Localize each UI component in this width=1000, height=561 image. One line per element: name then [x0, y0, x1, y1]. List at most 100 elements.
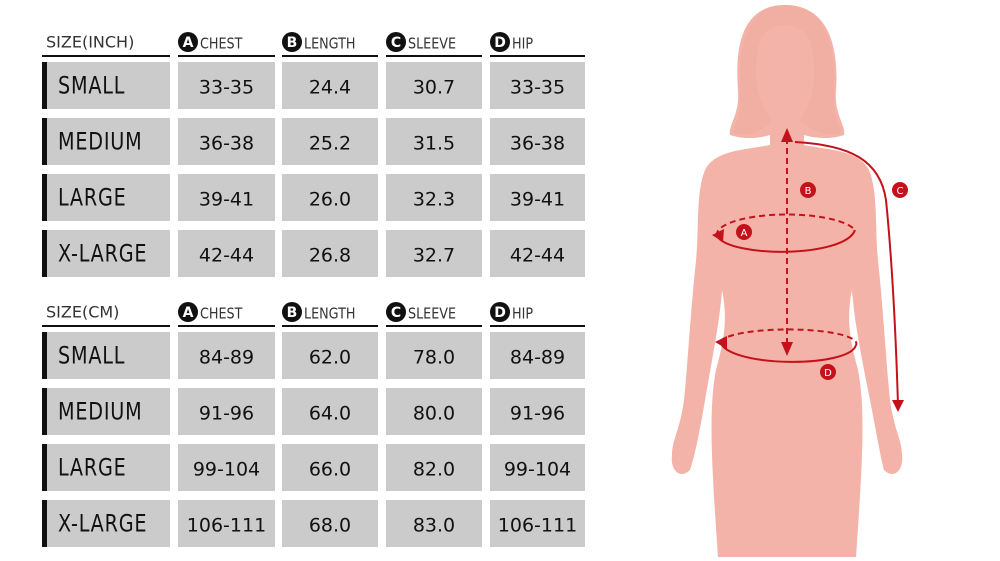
cell: [386, 332, 482, 379]
measurement: 66.0: [309, 459, 351, 481]
cell: [386, 62, 482, 109]
hair: [732, 5, 842, 135]
cell: [386, 500, 482, 547]
row-marker: [42, 174, 47, 221]
size-name: SMALL: [58, 343, 125, 371]
cell: [490, 62, 585, 109]
measurement: 83.0: [413, 515, 455, 537]
measure-label: D: [824, 368, 832, 379]
size-unit: SIZE(CM): [46, 303, 119, 322]
column-name: LENGTH: [304, 305, 355, 322]
column-letter: C: [391, 35, 401, 51]
measurement: 106-111: [187, 515, 266, 537]
cell: [490, 174, 585, 221]
measurement: 91-96: [199, 403, 254, 425]
measurement: 32.3: [413, 189, 455, 211]
cell: [386, 388, 482, 435]
arrowhead: [715, 336, 727, 349]
measurement: 80.0: [413, 403, 455, 425]
cell: [178, 174, 275, 221]
label-badge: [820, 364, 836, 380]
chest-back: [715, 213, 856, 237]
measurement: 33-35: [510, 77, 565, 99]
measurement: 24.4: [309, 77, 351, 99]
cell: [386, 118, 482, 165]
cell: [490, 388, 585, 435]
arrowhead: [712, 229, 724, 242]
cell: [178, 444, 275, 491]
cell: [42, 388, 170, 435]
measurement: 39-41: [199, 189, 254, 211]
row-marker: [42, 332, 47, 379]
row-marker: [42, 230, 47, 277]
column-letter: B: [287, 35, 298, 51]
cell: [42, 174, 170, 221]
column-letter: A: [183, 305, 194, 321]
arrowhead: [892, 400, 904, 412]
cell: [490, 118, 585, 165]
letter-badge: [178, 302, 198, 322]
measure-label: B: [805, 186, 812, 197]
cell: [42, 118, 170, 165]
cell: [178, 388, 275, 435]
column-name: HIP: [512, 35, 533, 52]
cell: [178, 62, 275, 109]
measurement: 68.0: [309, 515, 351, 537]
cell: [282, 62, 378, 109]
cell: [42, 332, 170, 379]
measurement: 30.7: [413, 77, 455, 99]
column-letter: C: [391, 305, 401, 321]
column-letter: A: [183, 35, 194, 51]
measurement: 84-89: [510, 347, 565, 369]
cell: [178, 118, 275, 165]
measurement: 26.8: [309, 245, 351, 267]
arrowhead: [781, 128, 793, 142]
label-badge: [736, 224, 752, 240]
size-name: MEDIUM: [58, 399, 143, 427]
column-letter: D: [494, 305, 506, 321]
cell: [282, 332, 378, 379]
size-unit: SIZE(INCH): [46, 33, 134, 52]
measurement: 62.0: [309, 347, 351, 369]
measurement: 99-104: [193, 459, 260, 481]
label-badge: [800, 182, 816, 198]
measurement: 99-104: [504, 459, 571, 481]
measurement: 25.2: [309, 133, 351, 155]
row-marker: [42, 500, 47, 547]
letter-badge: [386, 302, 406, 322]
column-name: SLEEVE: [408, 305, 456, 322]
cell: [282, 388, 378, 435]
cell: [178, 230, 275, 277]
row-marker: [42, 444, 47, 491]
column-name: CHEST: [200, 35, 243, 52]
measure-labels: A B C D: [736, 182, 908, 380]
letter-badge: [386, 32, 406, 52]
hip-front: [719, 341, 857, 363]
row-marker: [42, 118, 47, 165]
column-name: SLEEVE: [408, 35, 456, 52]
sleeve-line: [794, 141, 899, 406]
measure-label: C: [897, 186, 904, 197]
column-letter: B: [287, 305, 298, 321]
hip-back: [719, 328, 858, 346]
measurement: 36-38: [199, 133, 254, 155]
measurement: 42-44: [199, 245, 254, 267]
measure-label: A: [741, 228, 748, 239]
cell: [282, 118, 378, 165]
size-name: LARGE: [58, 185, 127, 213]
measurement: 84-89: [199, 347, 254, 369]
size-name: LARGE: [58, 455, 127, 483]
cell: [386, 174, 482, 221]
cell: [178, 332, 275, 379]
size-name: MEDIUM: [58, 129, 143, 157]
measurement: 78.0: [413, 347, 455, 369]
body-figure: A B C D: [671, 5, 908, 557]
chest-front: [716, 229, 856, 253]
cell: [282, 444, 378, 491]
measurement: 36-38: [510, 133, 565, 155]
measurement: 39-41: [510, 189, 565, 211]
measurement: 42-44: [510, 245, 565, 267]
letter-badge: [178, 32, 198, 52]
size-table: SIZE(CM) A CHEST B LENGTH C SLEEVE D HIP SMALL 84-…: [42, 302, 585, 547]
